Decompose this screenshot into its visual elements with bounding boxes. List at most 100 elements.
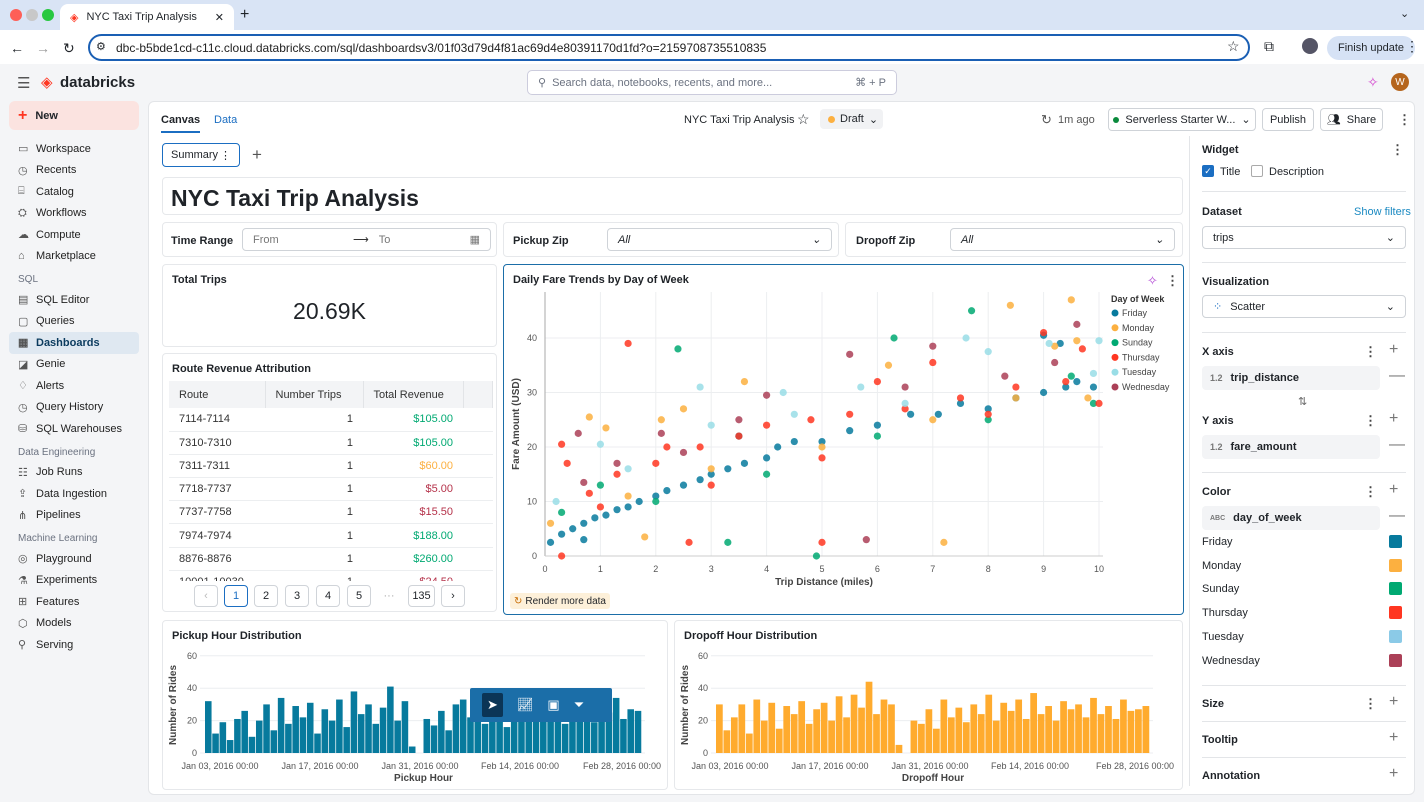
page-button[interactable]: 3 bbox=[285, 585, 309, 607]
add-tooltip-icon[interactable]: + bbox=[1389, 729, 1399, 746]
close-tab-icon[interactable]: ✕ bbox=[214, 11, 224, 24]
add-text-icon[interactable]: ▣ bbox=[547, 697, 560, 712]
close-window-button[interactable] bbox=[10, 9, 22, 21]
sidebar-item-playground[interactable]: ◎ Playground bbox=[0, 548, 148, 570]
dropoff-zip-select[interactable]: All ⌄ bbox=[950, 228, 1175, 251]
select-cursor-icon[interactable]: ➤ bbox=[482, 693, 503, 717]
maximize-window-button[interactable] bbox=[42, 9, 54, 21]
remove-y-field-icon[interactable]: — bbox=[1389, 436, 1405, 453]
add-color-icon[interactable]: + bbox=[1389, 481, 1399, 498]
add-size-icon[interactable]: + bbox=[1389, 693, 1399, 710]
new-tab-button[interactable]: + bbox=[240, 6, 250, 23]
add-page-button[interactable]: + bbox=[252, 145, 262, 164]
widget-menu-icon[interactable]: ⋮ bbox=[1166, 273, 1179, 288]
render-more-data-button[interactable]: ↻ Render more data bbox=[510, 593, 610, 609]
sidebar-item-dashboards[interactable]: ▦ Dashboards bbox=[9, 332, 139, 354]
remove-x-field-icon[interactable]: — bbox=[1389, 367, 1405, 384]
total-trips-widget[interactable]: Total Trips 20.69K bbox=[162, 264, 497, 347]
sidebar-item-catalog[interactable]: ⌸ Catalog bbox=[0, 181, 148, 203]
pickup-hour-chart[interactable]: 0 20 40 60 Jan 03, 2016 00:00 Jan 17, 2016 00… bbox=[162, 620, 668, 790]
back-icon[interactable]: ← bbox=[10, 40, 24, 56]
page-tab-menu-icon[interactable]: ⋮ bbox=[220, 149, 231, 162]
color-swatch-sunday[interactable] bbox=[1389, 582, 1402, 596]
user-avatar[interactable]: W bbox=[1391, 73, 1409, 91]
browser-menu-icon[interactable]: ⋮ bbox=[1405, 38, 1419, 54]
pickup-zip-select[interactable]: All ⌄ bbox=[607, 228, 832, 251]
bookmark-star-icon[interactable]: ☆ bbox=[1227, 38, 1240, 54]
favorite-star-icon[interactable]: ☆ bbox=[797, 111, 810, 127]
page-button[interactable]: 135 bbox=[408, 585, 435, 607]
next-page-button[interactable]: › bbox=[441, 585, 465, 607]
remove-color-field-icon[interactable]: — bbox=[1389, 507, 1405, 524]
sidebar-item-features[interactable]: ⊞ Features bbox=[0, 591, 148, 613]
sidebar-item-workflows[interactable]: ⛭ Workflows bbox=[0, 203, 148, 225]
table-row[interactable]: 10001-100301$24.50 bbox=[169, 570, 493, 581]
tab-canvas[interactable]: Canvas bbox=[161, 114, 201, 133]
assistant-sparkle-icon[interactable]: ✧ bbox=[1147, 273, 1158, 288]
page-button[interactable]: 4 bbox=[316, 585, 340, 607]
column-header-total-revenue[interactable]: Total Revenue bbox=[363, 381, 464, 408]
table-row[interactable]: 7718-7737 1 $5.00 bbox=[169, 477, 493, 502]
new-button[interactable]: + New bbox=[9, 101, 139, 130]
sidebar-item-recents[interactable]: ◷ Recents bbox=[0, 160, 148, 182]
color-field[interactable]: ABC day_of_week bbox=[1202, 506, 1380, 530]
date-range-input[interactable]: From ⟶ To ▦ bbox=[242, 228, 491, 251]
visualization-select[interactable]: ⁘ Scatter ⌄ bbox=[1202, 295, 1406, 318]
pickup-hour-widget[interactable]: Pickup Hour Distribution bbox=[162, 620, 668, 790]
sidebar-item-serving[interactable]: ⚲ Serving bbox=[0, 634, 148, 656]
add-visualization-icon[interactable]: 📈︎ bbox=[516, 697, 534, 712]
draft-status-dropdown[interactable]: Draft ⌄ bbox=[820, 109, 883, 129]
site-settings-icon[interactable]: ⚙ bbox=[96, 41, 106, 53]
url-input[interactable]: dbc-b5bde1cd-c11c.cloud.databricks.com/s… bbox=[88, 34, 1250, 61]
table-row[interactable]: 8876-8876 1 $260.00 bbox=[169, 547, 493, 571]
more-options-icon[interactable]: ⋮ bbox=[1398, 112, 1411, 127]
title-checkbox[interactable]: ✓ bbox=[1202, 165, 1214, 177]
sidebar-item-compute[interactable]: ☁ Compute bbox=[0, 224, 148, 246]
sidebar-item-pipelines[interactable]: ⋔ Pipelines bbox=[0, 505, 148, 527]
profile-avatar[interactable] bbox=[1302, 38, 1318, 54]
extensions-icon[interactable]: ⧉ bbox=[1264, 38, 1274, 54]
sidebar-item-data-ingestion[interactable]: ⇪ Data Ingestion bbox=[0, 483, 148, 505]
add-annotation-icon[interactable]: + bbox=[1389, 765, 1399, 782]
page-button[interactable]: 2 bbox=[254, 585, 278, 607]
add-x-axis-icon[interactable]: + bbox=[1389, 341, 1399, 358]
widget-menu-icon[interactable]: ⋮ bbox=[1391, 142, 1404, 157]
previous-page-button[interactable]: ‹ bbox=[194, 585, 218, 607]
minimize-window-button[interactable] bbox=[26, 9, 38, 21]
finish-update-button[interactable]: Finish update bbox=[1327, 36, 1415, 60]
global-search-input[interactable]: ⚲ Search data, notebooks, recents, and mo… bbox=[527, 70, 897, 95]
add-filter-icon[interactable]: ⏷ bbox=[573, 697, 585, 712]
sidebar-item-alerts[interactable]: ♢ Alerts bbox=[0, 375, 148, 397]
sidebar-item-genie[interactable]: ◪ Genie bbox=[0, 354, 148, 376]
table-row[interactable]: 7310-7310 1 $105.00 bbox=[169, 431, 493, 455]
show-filters-link[interactable]: Show filters bbox=[1354, 206, 1411, 218]
forward-icon[interactable]: → bbox=[36, 40, 50, 56]
databricks-logo-icon[interactable]: ◈ bbox=[41, 74, 53, 91]
color-swatch-monday[interactable] bbox=[1389, 558, 1402, 572]
browser-tab[interactable]: ◈ NYC Taxi Trip Analysis ✕ bbox=[60, 4, 234, 30]
tab-data[interactable]: Data bbox=[214, 114, 238, 126]
description-checkbox[interactable] bbox=[1251, 165, 1263, 177]
page-button[interactable]: 5 bbox=[347, 585, 371, 607]
table-row[interactable]: 7737-7758 1 $15.50 bbox=[169, 500, 493, 525]
publish-button[interactable]: Publish bbox=[1262, 108, 1314, 131]
sidebar-item-sql-warehouses[interactable]: ⛁ SQL Warehouses bbox=[0, 418, 148, 440]
calendar-icon[interactable]: ▦ bbox=[469, 234, 480, 246]
warehouse-selector[interactable]: Serverless Starter W... ⌄ bbox=[1108, 108, 1256, 131]
databricks-logo[interactable]: databricks bbox=[60, 74, 136, 91]
table-row[interactable]: 7114-7114 1 $105.00 bbox=[169, 408, 493, 432]
title-widget[interactable]: NYC Taxi Trip Analysis bbox=[162, 177, 1183, 215]
column-header-route[interactable]: Route bbox=[169, 381, 266, 408]
color-swatch-wednesday[interactable] bbox=[1389, 653, 1402, 667]
table-row[interactable]: 7311-7311 1 $60.00 bbox=[169, 454, 493, 479]
y-axis-menu-icon[interactable]: ⋮ bbox=[1364, 413, 1377, 428]
sidebar-item-sql-editor[interactable]: ▤ SQL Editor bbox=[0, 289, 148, 311]
sidebar-item-models[interactable]: ⬡ Models bbox=[0, 613, 148, 635]
sidebar-item-queries[interactable]: ▢ Queries bbox=[0, 311, 148, 333]
page-button[interactable]: 1 bbox=[224, 585, 248, 607]
size-menu-icon[interactable]: ⋮ bbox=[1364, 696, 1377, 711]
assistant-sparkle-icon[interactable]: ✧ bbox=[1367, 74, 1379, 90]
dropoff-hour-chart[interactable]: 0 20 40 60 Jan 03, 2016 00:00 Jan 17, 2016 00… bbox=[674, 620, 1183, 790]
dataset-select[interactable]: trips ⌄ bbox=[1202, 226, 1406, 249]
sidebar-item-job-runs[interactable]: ☷ Job Runs bbox=[0, 462, 148, 484]
